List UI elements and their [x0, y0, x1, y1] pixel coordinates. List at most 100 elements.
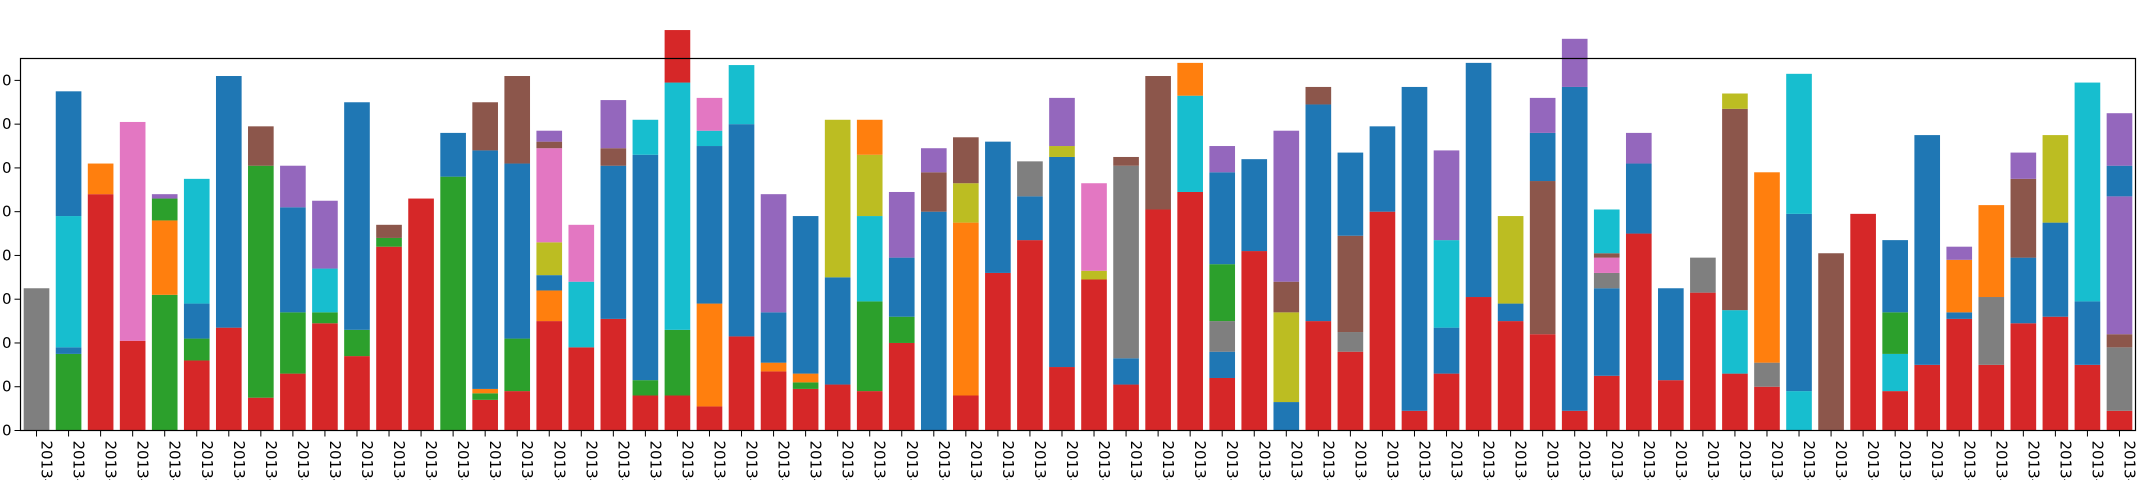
x-tick-label-64: 2013- [2088, 441, 2106, 480]
x-tick-label-10: 2013- [358, 441, 376, 480]
bar-segment-15-2 [504, 163, 531, 339]
bar-segment-0-0 [23, 288, 50, 431]
x-tick-label-61: 2013- [1992, 441, 2010, 480]
x-tick-label-40: 2013- [1319, 441, 1337, 480]
bar-segment-63-0 [2042, 316, 2069, 431]
x-tick-label-6: 2013- [230, 441, 248, 480]
bar-segment-36-1 [1177, 95, 1203, 192]
x-tick-label-60: 2013- [1960, 441, 1978, 480]
bar-segment-17-2 [568, 224, 595, 282]
bar-segment-59-1 [1914, 135, 1941, 365]
x-tick-label-18: 2013- [614, 441, 632, 480]
bar-segment-16-4 [536, 148, 563, 243]
y-tick-label-0: 0 [2, 422, 12, 440]
bar-segment-53-2 [1722, 108, 1748, 311]
bar-segment-32-2 [1049, 146, 1075, 157]
x-tick-label-45: 2013- [1480, 441, 1498, 480]
bar-segment-41-3 [1337, 152, 1364, 236]
x-tick-label-16: 2013- [550, 441, 568, 480]
bar-segment-26-3 [856, 154, 883, 217]
bar-segment-16-0 [536, 321, 563, 431]
bar-segment-1-3 [55, 91, 82, 217]
bar-segment-21-2 [696, 146, 723, 304]
bar-segment-62-0 [2010, 323, 2037, 431]
bar-segment-17-0 [568, 347, 595, 431]
x-tick-label-22: 2013- [743, 441, 761, 480]
bar-segment-62-2 [2010, 178, 2037, 258]
bar-segment-59-0 [1914, 364, 1941, 431]
bar-segment-14-0 [472, 399, 498, 431]
bar-segment-60-1 [1946, 312, 1973, 319]
bar-segment-4-2 [151, 198, 178, 221]
x-tick-label-1: 2013- [70, 441, 88, 480]
bar-segment-3-1 [119, 121, 146, 341]
x-tick-label-15: 2013- [518, 441, 536, 480]
bar-segment-12-0 [408, 198, 434, 431]
bar-segment-4-3 [151, 194, 178, 199]
bar-segment-61-1 [1978, 297, 2005, 365]
x-tick-label-53: 2013- [1736, 441, 1754, 480]
x-tick-label-35: 2013- [1159, 441, 1177, 480]
bar-segment-7-1 [248, 165, 274, 398]
bar-segment-58-2 [1882, 312, 1908, 354]
bar-segment-38-0 [1241, 251, 1268, 431]
bar-segment-40-0 [1305, 321, 1332, 431]
bar-segment-34-0 [1113, 384, 1139, 431]
x-tick-label-42: 2013- [1383, 441, 1401, 480]
bar-segment-9-3 [312, 200, 338, 269]
bar-segment-9-0 [312, 323, 338, 431]
bar-segment-53-3 [1722, 93, 1748, 109]
y-tick-label-6: 0 [2, 159, 12, 177]
bar-segment-7-2 [248, 126, 274, 166]
bar-segment-21-1 [696, 303, 723, 407]
x-tick-label-49: 2013- [1608, 441, 1626, 480]
bar-segment-35-0 [1145, 209, 1171, 431]
bar-segment-44-0 [1433, 373, 1460, 431]
bar-segment-62-3 [2010, 152, 2037, 179]
x-tick-label-26: 2013- [871, 441, 889, 480]
x-tick-label-14: 2013- [486, 441, 504, 480]
bar-segment-8-2 [280, 207, 306, 313]
bar-segment-4-1 [151, 220, 178, 295]
bar-segment-39-2 [1273, 281, 1300, 313]
bar-segment-23-0 [760, 371, 787, 431]
bar-segment-26-0 [856, 391, 883, 431]
bar-segment-27-0 [888, 342, 915, 431]
bar-segment-38-1 [1241, 159, 1268, 252]
bar-segment-26-1 [856, 301, 883, 392]
bar-segment-28-2 [920, 148, 947, 173]
bar-segment-11-2 [376, 224, 402, 238]
bar-segment-50-0 [1625, 233, 1652, 431]
x-tick-label-8: 2013- [294, 441, 312, 480]
bar-segment-22-1 [728, 124, 755, 337]
bar-segment-39-1 [1273, 312, 1300, 403]
bar-segment-31-1 [1017, 196, 1043, 241]
bar-segment-16-5 [536, 141, 563, 149]
bar-segment-22-0 [728, 336, 755, 431]
x-tick-label-12: 2013- [422, 441, 440, 480]
bar-segment-65-5 [2106, 113, 2133, 166]
x-tick-label-3: 2013- [134, 441, 152, 480]
bar-segment-47-3 [1529, 97, 1556, 133]
bar-segment-17-1 [568, 281, 595, 348]
bar-segment-61-0 [1978, 364, 2005, 431]
bar-segment-31-2 [1017, 161, 1043, 197]
bar-segment-3-0 [119, 340, 146, 431]
bar-segment-34-1 [1113, 358, 1139, 385]
bar-segment-50-1 [1625, 163, 1652, 234]
bar-segment-16-1 [536, 290, 563, 322]
bar-segment-27-3 [888, 191, 915, 258]
bar-segment-10-2 [344, 102, 370, 330]
bar-segment-23-3 [760, 194, 787, 313]
x-tick-label-47: 2013- [1544, 441, 1562, 480]
bar-segment-27-1 [888, 316, 915, 343]
x-tick-label-44: 2013- [1448, 441, 1466, 480]
bar-segment-30-0 [985, 272, 1011, 431]
bar-segment-24-1 [792, 382, 819, 389]
x-tick-label-29: 2013- [967, 441, 985, 480]
x-tick-label-25: 2013- [839, 441, 857, 480]
bar-segment-64-0 [2074, 364, 2101, 431]
x-tick-label-13: 2013- [454, 441, 472, 480]
bar-segment-49-5 [1593, 209, 1620, 254]
bar-segment-5-0 [183, 360, 210, 431]
